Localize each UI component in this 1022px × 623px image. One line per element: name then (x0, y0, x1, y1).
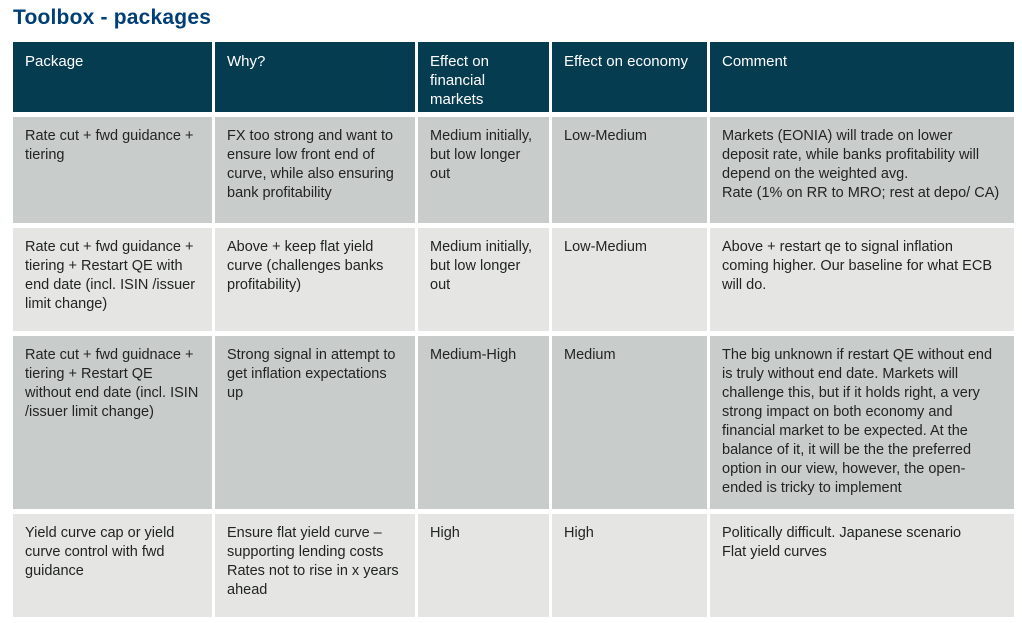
table-cell-effect-economy: High (552, 514, 707, 617)
table-cell-package: Rate cut + fwd guidance + tiering (13, 117, 212, 223)
packages-table: Package Why? Effect on financial markets… (13, 42, 1014, 617)
column-header-comment: Comment (710, 42, 1014, 112)
table-cell-why: Ensure flat yield curve – supporting len… (215, 514, 415, 617)
table-cell-package: Rate cut + fwd guidance + tiering + Rest… (13, 228, 212, 331)
table-cell-why: Strong signal in attempt to get inflatio… (215, 336, 415, 509)
table-cell-effect-financial-markets: Medium-High (418, 336, 549, 509)
table-cell-effect-financial-markets: Medium initially, but low longer out (418, 228, 549, 331)
page-title: Toolbox - packages (13, 6, 212, 29)
table-cell-comment: The big unknown if restart QE without en… (710, 336, 1014, 509)
table-cell-comment: Politically difficult. Japanese scenario… (710, 514, 1014, 617)
table-cell-package: Rate cut + fwd guidnace + tiering + Rest… (13, 336, 212, 509)
table-cell-why: FX too strong and want to ensure low fro… (215, 117, 415, 223)
table-cell-effect-financial-markets: High (418, 514, 549, 617)
table-cell-comment: Above + restart qe to signal inflation c… (710, 228, 1014, 331)
column-header-effect-financial-markets: Effect on financial markets (418, 42, 549, 112)
table-cell-effect-economy: Medium (552, 336, 707, 509)
table-cell-effect-economy: Low-Medium (552, 117, 707, 223)
table-cell-effect-financial-markets: Medium initially, but low longer out (418, 117, 549, 223)
table-cell-effect-economy: Low-Medium (552, 228, 707, 331)
column-header-package: Package (13, 42, 212, 112)
column-header-effect-economy: Effect on economy (552, 42, 707, 112)
column-header-why: Why? (215, 42, 415, 112)
table-cell-why: Above + keep flat yield curve (challenge… (215, 228, 415, 331)
table-cell-comment: Markets (EONIA) will trade on lower depo… (710, 117, 1014, 223)
table-cell-package: Yield curve cap or yield curve control w… (13, 514, 212, 617)
